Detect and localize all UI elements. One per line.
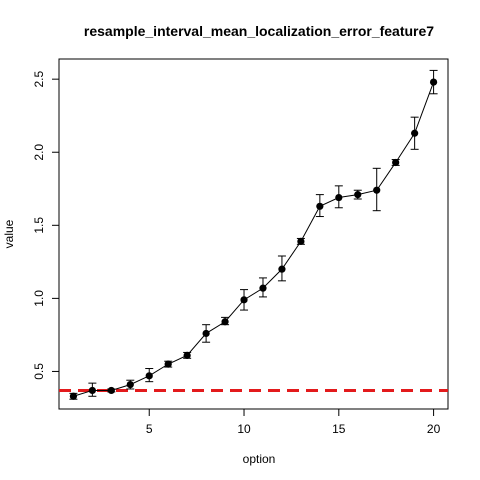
- series-line: [73, 81, 435, 397]
- chart-title: resample_interval_mean_localization_erro…: [84, 23, 434, 39]
- x-tick-label-10: 10: [237, 422, 251, 436]
- x-tick-label-20: 20: [427, 422, 441, 436]
- data-point-5: [145, 372, 153, 380]
- y-tick-label-0.5: 0.5: [32, 363, 46, 380]
- data-point-16: [354, 191, 362, 199]
- plot-area: 5 10 15 20 0.5 1.0 1.5 2.0 2.5: [32, 58, 449, 436]
- data-point-20: [429, 78, 438, 86]
- data-point-19: [411, 129, 419, 137]
- data-point-3: [107, 386, 115, 395]
- plot-frame: [58, 58, 449, 410]
- data-point-12: [278, 265, 286, 273]
- data-point-17: [373, 186, 381, 194]
- y-tick-label-2: 2.0: [32, 144, 46, 161]
- data-point-7: [183, 351, 191, 359]
- data-point-14: [316, 202, 324, 210]
- data-point-2: [88, 386, 96, 395]
- data-point-1: [69, 392, 78, 400]
- y-tick-label-2.5: 2.5: [32, 71, 46, 88]
- data-point-10: [240, 296, 248, 304]
- x-tick-label-5: 5: [146, 422, 153, 436]
- y-tick-label-1.5: 1.5: [32, 217, 46, 234]
- data-point-9: [221, 318, 229, 326]
- y-tick-label-1: 1.0: [32, 290, 46, 307]
- x-axis-label: option: [243, 452, 276, 466]
- data-point-6: [164, 360, 172, 368]
- x-tick-label-15: 15: [332, 422, 346, 436]
- data-point-11: [259, 284, 267, 292]
- data-point-15: [335, 193, 343, 202]
- y-axis-label: value: [2, 219, 16, 248]
- data-point-4: [126, 380, 134, 389]
- data-point-18: [392, 158, 400, 167]
- data-point-13: [297, 237, 305, 245]
- data-point-8: [202, 329, 210, 338]
